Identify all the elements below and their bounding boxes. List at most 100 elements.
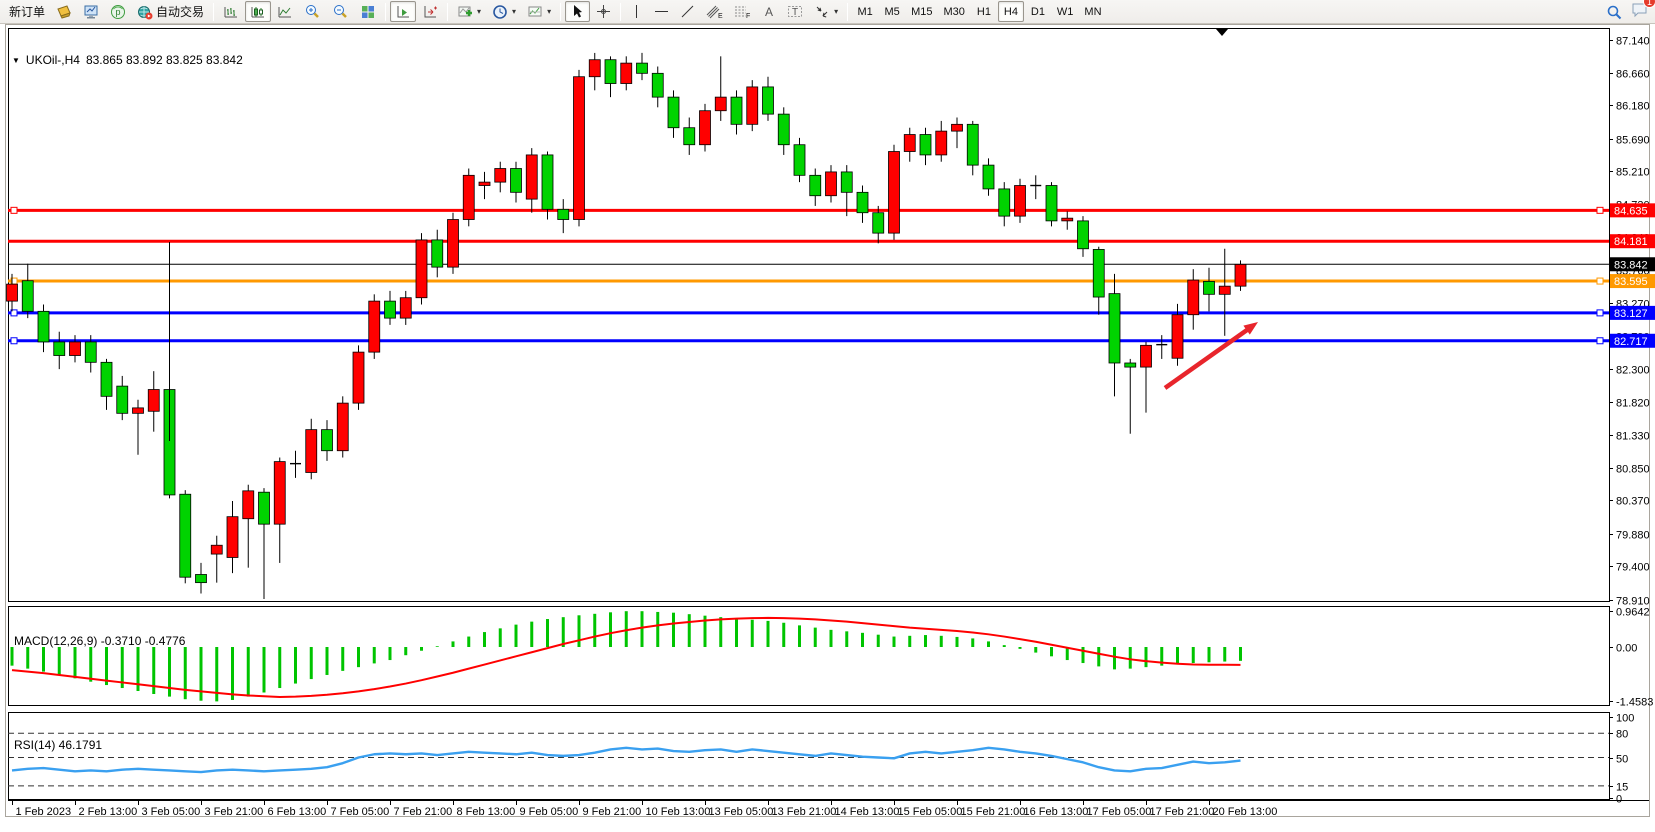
svg-text:83.842: 83.842: [1614, 259, 1648, 271]
crosshair-icon: [596, 4, 611, 19]
dropdown-arrow-icon: ▾: [512, 7, 517, 16]
vertical-line-button[interactable]: [625, 1, 648, 22]
line-handle[interactable]: [10, 309, 18, 317]
timeframe-m5[interactable]: M5: [884, 5, 900, 18]
line-handle[interactable]: [1596, 309, 1604, 317]
timeframe-d1[interactable]: D1: [1030, 5, 1045, 18]
text-label-button[interactable]: T: [782, 1, 808, 22]
macd-pane[interactable]: [8, 606, 1610, 706]
line-handle[interactable]: [1596, 277, 1604, 285]
svg-text:10 Feb 13:00: 10 Feb 13:00: [646, 806, 711, 818]
candlestick-icon: [250, 4, 266, 20]
trend-arrow[interactable]: [1163, 322, 1258, 390]
svg-text:20 Feb 13:00: 20 Feb 13:00: [1213, 806, 1278, 818]
svg-text:80: 80: [1616, 729, 1628, 741]
horizontal-lines-layer[interactable]: [8, 206, 1609, 345]
fibonacci-icon: F: [734, 4, 751, 20]
svg-text:13 Feb 05:00: 13 Feb 05:00: [709, 806, 774, 818]
timeframe-m1[interactable]: M1: [857, 5, 873, 18]
fibonacci-button[interactable]: F: [729, 1, 756, 22]
svg-text:100: 100: [1616, 713, 1634, 725]
timeframe-h1[interactable]: H1: [976, 5, 991, 18]
horizontal-line-button[interactable]: [649, 1, 674, 22]
dropdown-arrow-icon: ▾: [547, 7, 552, 16]
horizontal-line-icon: [654, 5, 669, 18]
crosshair-button[interactable]: [591, 1, 616, 22]
bar-chart-button[interactable]: [218, 1, 244, 22]
indicators-button[interactable]: ▾: [452, 1, 486, 22]
chart-template-icon: [527, 4, 543, 20]
svg-text:83.595: 83.595: [1614, 276, 1648, 288]
rsi-plot: 100 80 50 150: [8, 713, 1634, 806]
add-indicator-icon: [457, 4, 473, 20]
dropdown-arrow-icon: ▾: [477, 7, 482, 16]
svg-text:p: p: [116, 7, 121, 17]
svg-text:16 Feb 13:00: 16 Feb 13:00: [1024, 806, 1089, 818]
channel-icon: E: [706, 4, 723, 20]
svg-text:83.127: 83.127: [1614, 308, 1648, 320]
text-label-icon: T: [787, 4, 803, 19]
line-handle[interactable]: [1596, 337, 1604, 345]
zoom-out-button[interactable]: [327, 1, 354, 22]
arrows-icon: [814, 4, 830, 19]
svg-text:9 Feb 05:00: 9 Feb 05:00: [520, 806, 579, 818]
timeframe-group: M1 M5 M15 M30 H1 H4 D1 W1 MN: [852, 1, 1106, 22]
svg-text:79.880: 79.880: [1616, 530, 1650, 542]
line-chart-button[interactable]: [272, 1, 298, 22]
toolbar-separator: [560, 2, 562, 21]
equidistant-channel-button[interactable]: E: [701, 1, 728, 22]
macd-signal-line: [11, 616, 1241, 698]
notifications-button[interactable]: 1: [1631, 0, 1655, 23]
svg-text:15 Feb 05:00: 15 Feb 05:00: [898, 806, 963, 818]
toolbar-separator: [213, 2, 215, 21]
svg-text:A: A: [765, 5, 773, 19]
data-window-button[interactable]: [78, 1, 104, 22]
svg-text:3 Feb 05:00: 3 Feb 05:00: [142, 806, 201, 818]
tile-windows-button[interactable]: [355, 1, 381, 22]
time-axis[interactable]: 1 Feb 2023 2 Feb 13:00 3 Feb 05:00 3 Feb 21…: [8, 800, 1649, 818]
timeframe-m30[interactable]: M30: [943, 5, 965, 18]
zoom-out-icon: [332, 3, 349, 20]
search-icon[interactable]: [1606, 4, 1623, 21]
timeframe-m15[interactable]: M15: [911, 5, 933, 18]
macd-indicator-label: MACD(12,26,9) -0.3710 -0.4776: [14, 634, 186, 648]
price-axis[interactable]: 87.14086.66086.18085.69085.21084.73084.2…: [1609, 36, 1650, 608]
timeframe-w1[interactable]: W1: [1056, 5, 1074, 18]
autotrading-label: 自动交易: [156, 5, 205, 19]
line-handle[interactable]: [10, 337, 18, 345]
arrows-button[interactable]: ▾: [809, 1, 843, 22]
chart-shift-marker-icon[interactable]: [1216, 29, 1228, 36]
line-handle[interactable]: [1596, 206, 1604, 214]
autotrading-button[interactable]: 自动交易: [132, 1, 209, 22]
line-handle[interactable]: [10, 206, 18, 214]
periods-button[interactable]: ▾: [487, 1, 521, 22]
chart-window[interactable]: ▼ UKOil-,H4 83.865 83.892 83.825 83.842 …: [0, 24, 1655, 827]
zoom-in-icon: [304, 3, 321, 20]
text-button[interactable]: A: [757, 1, 781, 22]
dropdown-arrow-icon: ▾: [834, 7, 839, 16]
templates-button[interactable]: ▾: [522, 1, 556, 22]
svg-text:3 Feb 21:00: 3 Feb 21:00: [205, 806, 264, 818]
svg-text:E: E: [718, 13, 723, 19]
svg-text:8 Feb 13:00: 8 Feb 13:00: [457, 806, 516, 818]
signals-button[interactable]: p: [105, 1, 131, 22]
svg-text:50: 50: [1616, 754, 1628, 766]
auto-scroll-icon: [395, 4, 411, 20]
cursor-button[interactable]: [565, 1, 591, 22]
zoom-in-button[interactable]: [299, 1, 326, 22]
trendline-button[interactable]: [675, 1, 700, 22]
collapse-triangle-icon[interactable]: ▼: [12, 55, 20, 65]
auto-scroll-button[interactable]: [390, 1, 417, 22]
timeframe-mn[interactable]: MN: [1084, 5, 1102, 18]
note-button[interactable]: [51, 1, 77, 22]
timeframe-h4[interactable]: H4: [997, 1, 1024, 22]
signal-icon: p: [110, 4, 126, 20]
new-order-button[interactable]: 新订单: [9, 5, 46, 19]
candlestick-chart-canvas[interactable]: 87.14086.66086.18085.69085.21084.73084.2…: [0, 24, 1655, 827]
candlestick-button[interactable]: [245, 1, 272, 22]
cursor-arrow-icon: [570, 4, 585, 19]
chart-shift-button[interactable]: [417, 1, 443, 22]
svg-text:84.635: 84.635: [1614, 205, 1648, 217]
svg-text:15 Feb 21:00: 15 Feb 21:00: [961, 806, 1026, 818]
svg-text:6 Feb 13:00: 6 Feb 13:00: [268, 806, 327, 818]
